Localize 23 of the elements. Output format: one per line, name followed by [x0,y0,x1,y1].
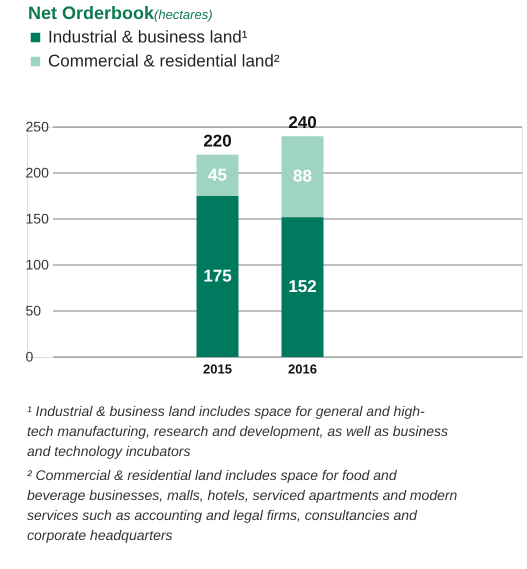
bar [282,217,324,357]
text: ¹ Industrial & business land includes space for general and high-tech manufacturing, research and development, as well as business and technology incubators [27,403,448,459]
legend-label: Commercial & residential land² [48,52,280,70]
total-label: 220 [203,132,232,151]
data-label: 152 [288,277,317,296]
y-tick-label: 50 [26,302,42,318]
chart-subtitle: (hectares) [154,7,213,22]
y-tick-label: 200 [26,164,50,180]
x-tick-label: 2016 [288,362,317,376]
y-tick-label: 250 [26,118,50,134]
text: ² Commercial & residential land includes space for food and beverage businesses, malls, hotels, serviced apartments and modern services such as accounting and legal firms, consultancies and corporate headquarters [27,467,458,543]
x-tick-label: 2015 [203,362,232,376]
bar [282,136,324,218]
data-label: 88 [293,166,312,186]
y-tick-label: 150 [26,210,50,226]
y-tick-label: 0 [26,348,34,364]
data-label: 45 [208,165,227,184]
bar [196,196,238,357]
chart-title: Net Orderbook [28,3,156,23]
legend-label: Industrial & business land¹ [48,28,248,46]
bar [196,154,238,196]
data-label: 175 [203,266,232,286]
y-tick-label: 100 [26,256,50,272]
